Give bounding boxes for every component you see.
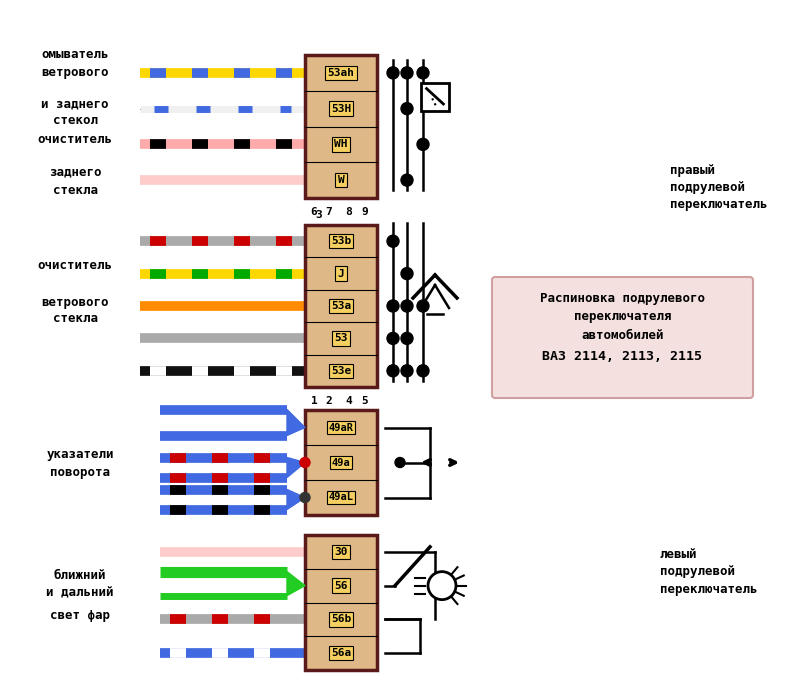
Polygon shape xyxy=(287,409,305,435)
Circle shape xyxy=(387,365,399,377)
Circle shape xyxy=(387,300,399,312)
Text: стекол: стекол xyxy=(53,114,97,127)
Text: Распиновка подрулевого: Распиновка подрулевого xyxy=(540,291,705,304)
Text: и заднего: и заднего xyxy=(41,97,108,110)
Text: 53b: 53b xyxy=(331,236,351,246)
Circle shape xyxy=(387,333,399,344)
Circle shape xyxy=(387,67,399,79)
Text: 9: 9 xyxy=(362,207,368,217)
Circle shape xyxy=(401,365,413,377)
Bar xyxy=(305,55,377,198)
Text: 49aL: 49aL xyxy=(328,493,354,502)
Bar xyxy=(305,535,377,670)
Circle shape xyxy=(417,67,429,79)
Text: 8: 8 xyxy=(346,207,352,217)
Text: указатели: указатели xyxy=(46,448,114,461)
Text: 1: 1 xyxy=(311,396,317,406)
Text: J: J xyxy=(338,268,344,279)
Text: 6: 6 xyxy=(311,207,317,217)
Text: 56: 56 xyxy=(334,580,347,591)
Text: 49a: 49a xyxy=(332,457,351,468)
Circle shape xyxy=(417,139,429,150)
Text: 53e: 53e xyxy=(331,366,351,376)
Text: 56a: 56a xyxy=(331,648,351,658)
Text: 3: 3 xyxy=(316,210,322,220)
Text: WH: WH xyxy=(334,139,347,149)
Bar xyxy=(305,410,377,515)
FancyBboxPatch shape xyxy=(492,277,753,398)
Text: правый: правый xyxy=(670,164,715,177)
Text: и дальний: и дальний xyxy=(46,585,114,598)
Text: подрулевой: подрулевой xyxy=(660,566,735,578)
Circle shape xyxy=(417,365,429,377)
Circle shape xyxy=(401,333,413,344)
Text: ветрового: ветрового xyxy=(41,66,108,79)
Circle shape xyxy=(401,67,413,79)
Text: заднего: заднего xyxy=(49,166,101,179)
Text: ближний: ближний xyxy=(53,569,106,582)
Circle shape xyxy=(300,493,310,502)
Text: 56b: 56b xyxy=(331,614,351,624)
Polygon shape xyxy=(287,457,305,477)
Text: 53: 53 xyxy=(334,333,347,344)
Circle shape xyxy=(387,235,399,247)
Text: омыватель: омыватель xyxy=(41,48,108,61)
Text: подрулевой: подрулевой xyxy=(670,181,745,193)
Text: переключатель: переключатель xyxy=(660,582,757,595)
Text: W: W xyxy=(338,175,344,185)
Polygon shape xyxy=(287,571,305,595)
Circle shape xyxy=(401,300,413,312)
Text: 30: 30 xyxy=(334,547,347,557)
Text: 2: 2 xyxy=(326,396,332,406)
Circle shape xyxy=(401,174,413,186)
Text: стекла: стекла xyxy=(53,311,97,324)
Text: 53ah: 53ah xyxy=(328,68,355,78)
Text: свет фар: свет фар xyxy=(50,609,110,622)
Text: 53H: 53H xyxy=(331,104,351,114)
Circle shape xyxy=(401,103,413,115)
Circle shape xyxy=(401,268,413,279)
Text: 4: 4 xyxy=(346,396,352,406)
Circle shape xyxy=(417,300,429,312)
Polygon shape xyxy=(287,489,305,509)
Text: очиститель: очиститель xyxy=(37,259,112,272)
Text: левый: левый xyxy=(660,549,697,562)
Text: ветрового: ветрового xyxy=(41,295,108,308)
Text: переключатель: переключатель xyxy=(670,197,768,210)
Text: переключателя: переключателя xyxy=(574,310,671,322)
Text: стекла: стекла xyxy=(53,184,97,197)
Circle shape xyxy=(395,457,405,468)
Text: поворота: поворота xyxy=(50,466,110,479)
Bar xyxy=(421,83,449,111)
Text: ВАЗ 2114, 2113, 2115: ВАЗ 2114, 2113, 2115 xyxy=(543,350,702,362)
Circle shape xyxy=(300,457,310,468)
Text: 53a: 53a xyxy=(331,301,351,311)
Text: автомобилей: автомобилей xyxy=(581,328,664,342)
Circle shape xyxy=(428,571,456,600)
Text: очиститель: очиститель xyxy=(37,133,112,146)
Text: 49aR: 49aR xyxy=(328,422,354,433)
Bar xyxy=(305,225,377,387)
Text: 5: 5 xyxy=(362,396,368,406)
Text: 7: 7 xyxy=(326,207,332,217)
